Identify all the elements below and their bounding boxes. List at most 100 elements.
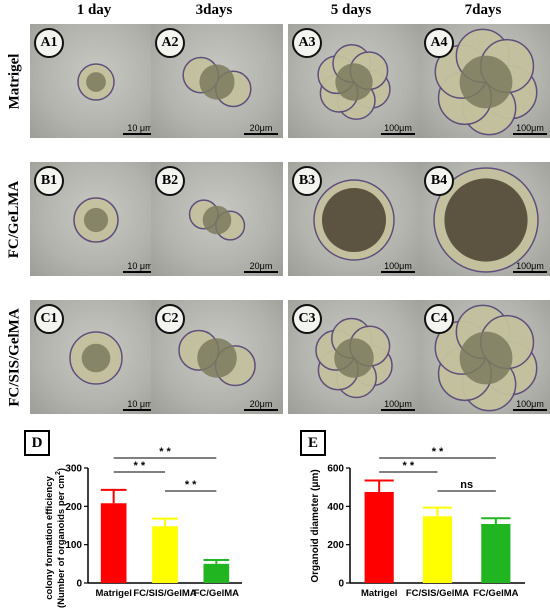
- significance-label: ns: [460, 479, 473, 491]
- organoid-image: [434, 304, 538, 412]
- scale-bar: 100μm: [513, 261, 547, 273]
- panel-label: A2: [155, 28, 185, 58]
- x-tick-label: FC/GelMA: [473, 588, 519, 599]
- scale-bar: 10 μm: [123, 123, 157, 135]
- column-header-day3: 3days: [195, 2, 233, 18]
- bar-1: [152, 526, 178, 583]
- organoid-image: [77, 63, 115, 101]
- y-tick-label: 600: [327, 464, 344, 475]
- panel-label: B1: [34, 166, 64, 196]
- scale-bar: 10 μm: [123, 261, 157, 273]
- scale-bar-label: 20μm: [249, 123, 273, 133]
- scale-bar: 100μm: [381, 261, 415, 273]
- bar-0: [100, 503, 127, 583]
- bar-2: [203, 563, 230, 583]
- y-axis-label: colony formation efficiency: [44, 476, 55, 600]
- panel-label: B2: [155, 166, 185, 196]
- significance-label: * *: [134, 460, 146, 472]
- bar-0: [364, 491, 394, 583]
- micrograph-b3: B3 100μm: [288, 162, 420, 276]
- scale-bar-label: 100μm: [516, 123, 544, 133]
- y-tick-label: 200: [327, 540, 344, 551]
- scale-bar-label: 10 μm: [127, 123, 153, 133]
- y-tick-label: 100: [65, 540, 82, 551]
- scale-bar: 20μm: [244, 399, 278, 411]
- y-tick-label: 300: [65, 464, 82, 475]
- x-tick-label: Matrigel: [95, 588, 131, 599]
- micrograph-c3: C3 100μm: [288, 300, 420, 414]
- panel-label: A4: [424, 28, 454, 58]
- y-axis-label: Organoid diameter (μm): [310, 469, 321, 582]
- organoid-image: [73, 197, 119, 243]
- organoid-image: [313, 179, 395, 261]
- scale-bar-label: 10 μm: [127, 399, 153, 409]
- micrograph-a4: A4 100μm: [420, 24, 550, 138]
- organoid-image: [315, 317, 393, 399]
- scale-bar-label: 100μm: [384, 399, 412, 409]
- micrograph-a2: A2 20μm: [151, 24, 283, 138]
- scale-bar: 20μm: [244, 261, 278, 273]
- panel-label: A1: [34, 28, 64, 58]
- micrograph-a1: A1 10 μm: [30, 24, 162, 138]
- panel-label: B3: [292, 166, 322, 196]
- x-tick-label: FC/SIS/GelMA: [133, 588, 196, 599]
- micrograph-b2: B2 20μm: [151, 162, 283, 276]
- scale-bar: 10 μm: [123, 399, 157, 411]
- significance-label: * *: [432, 446, 444, 458]
- panel-label: C4: [424, 304, 454, 334]
- row-header-fc-gelma: FC/GeLMA: [6, 180, 23, 258]
- organoid-image: [178, 329, 256, 387]
- micrograph-b1: B1 10 μm: [30, 162, 162, 276]
- significance-label: * *: [159, 446, 171, 458]
- scale-bar: 100μm: [381, 399, 415, 411]
- panel-label-d: D: [24, 430, 50, 456]
- scale-bar-label: 100μm: [516, 399, 544, 409]
- organoid-image: [433, 167, 539, 273]
- panel-label: B4: [424, 166, 454, 196]
- y-tick-label: 200: [65, 502, 82, 513]
- organoid-image: [182, 56, 252, 108]
- panel-label-e: E: [300, 430, 326, 456]
- scale-bar: 100μm: [381, 123, 415, 135]
- y-axis-label-units: (Number of organoids per cm2): [55, 468, 67, 608]
- row-header-matrigel: Matrigel: [6, 53, 23, 109]
- panel-label: C2: [155, 304, 185, 334]
- y-tick-label: 0: [338, 579, 344, 590]
- scale-bar: 20μm: [244, 123, 278, 135]
- column-header-day7: 7days: [464, 2, 502, 18]
- bar-1: [422, 516, 453, 583]
- organoid-image: [69, 331, 123, 385]
- organoid-diameter-chart: 0 200 400 600 Matrigel FC/SIS/GelMA FC/GelMA * …: [310, 446, 525, 599]
- scale-bar-label: 100μm: [384, 261, 412, 271]
- scale-bar-label: 20μm: [249, 399, 273, 409]
- organoid-image: [434, 28, 538, 136]
- significance-label: * *: [185, 479, 197, 491]
- organoid-image: [317, 43, 391, 121]
- organoid-image: [188, 199, 246, 241]
- significance-label: * *: [403, 460, 415, 472]
- bar-2: [481, 523, 511, 583]
- column-header-day5: 5 days: [330, 2, 372, 18]
- y-tick-label: 400: [327, 502, 344, 513]
- panel-label: C1: [34, 304, 64, 334]
- micrograph-c4: C4 100μm: [420, 300, 550, 414]
- scale-bar-label: 20μm: [249, 261, 273, 271]
- scale-bar-label: 100μm: [516, 261, 544, 271]
- micrograph-c1: C1 10 μm: [30, 300, 162, 414]
- y-tick-label: 0: [76, 579, 82, 590]
- scale-bar: 100μm: [513, 123, 547, 135]
- scale-bar: 100μm: [513, 399, 547, 411]
- micrograph-c2: C2 20μm: [151, 300, 283, 414]
- row-header-fc-sis-gelma: FC/SIS/GelMA: [6, 307, 23, 407]
- scale-bar-label: 10 μm: [127, 261, 153, 271]
- x-tick-label: FC/SIS/GelMA: [406, 588, 469, 599]
- column-header-day1: 1 day: [76, 2, 112, 18]
- panel-label: A3: [292, 28, 322, 58]
- micrograph-b4: B4 100μm: [420, 162, 550, 276]
- x-tick-label: FC/GelMA: [194, 588, 240, 599]
- micrograph-a3: A3 100μm: [288, 24, 420, 138]
- panel-label: C3: [292, 304, 322, 334]
- scale-bar-label: 100μm: [384, 123, 412, 133]
- x-tick-label: Matrigel: [361, 588, 397, 599]
